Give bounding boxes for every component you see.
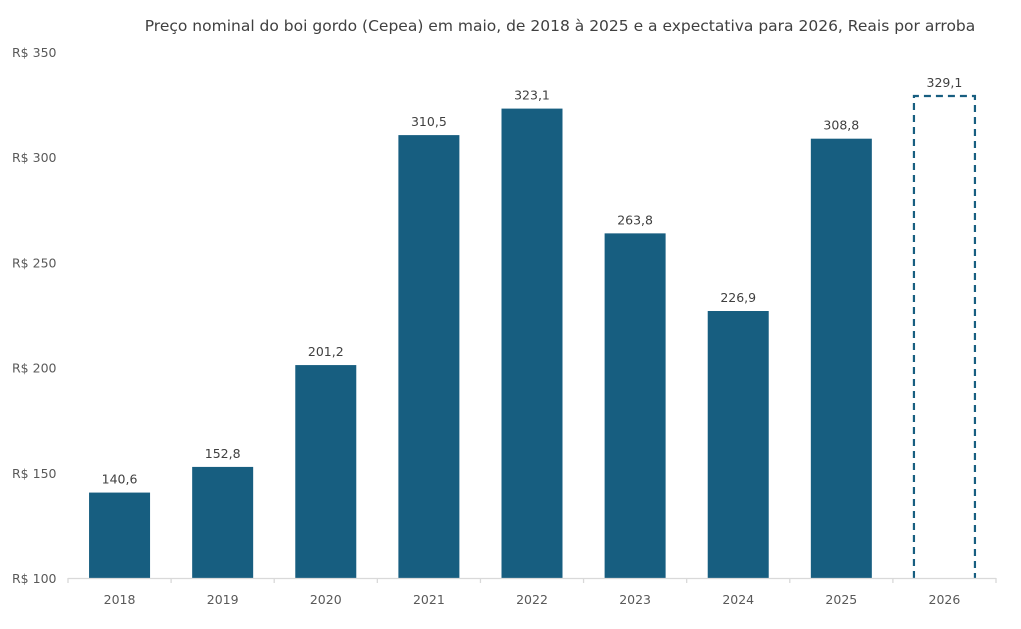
x-tick-label: 2022 (516, 592, 548, 607)
y-tick-label: R$ 200 (12, 361, 57, 376)
bar (89, 492, 151, 578)
x-tick-label: 2026 (929, 592, 961, 607)
data-label: 226,9 (720, 290, 756, 305)
bar-forecast (912, 94, 977, 578)
x-tick-label: 2025 (825, 592, 857, 607)
y-tick-label: R$ 250 (12, 255, 57, 270)
x-tick-label: 2021 (413, 592, 445, 607)
x-axis: 2018 2019 2020 2021 2022 2023 2024 2025 2026 (67, 577, 997, 607)
data-label: 329,1 (927, 75, 963, 90)
x-tick-label: 2020 (310, 592, 342, 607)
y-tick-label: R$ 150 (12, 466, 57, 481)
bar (295, 365, 357, 578)
x-tick-label: 2019 (207, 592, 239, 607)
bar (707, 311, 769, 578)
y-tick-label: R$ 100 (12, 571, 57, 586)
bar (604, 233, 666, 578)
bar (501, 108, 563, 579)
bar (398, 135, 460, 578)
data-label: 310,5 (411, 114, 447, 129)
bar (810, 138, 872, 578)
data-label: 152,8 (205, 446, 241, 461)
data-label: 140,6 (102, 472, 138, 487)
x-tick-label: 2023 (619, 592, 651, 607)
data-label: 323,1 (514, 88, 550, 103)
x-tick-label: 2018 (104, 592, 136, 607)
y-tick-label: R$ 350 (12, 45, 57, 60)
x-tick-label: 2024 (722, 592, 754, 607)
data-labels: 140,6 152,8 201,2 310,5 323,1 263,8 226,9 308,8… (102, 75, 963, 487)
bar (192, 466, 254, 578)
chart-title: Preço nominal do boi gordo (Cepea) em ma… (145, 17, 976, 35)
y-axis: R$ 100 R$ 150 R$ 200 R$ 250 R$ 300 R$ 350 (12, 45, 57, 586)
data-label: 263,8 (617, 212, 653, 227)
data-label: 308,8 (823, 118, 859, 133)
y-tick-label: R$ 300 (12, 150, 57, 165)
data-label: 201,2 (308, 344, 344, 359)
bars (89, 94, 977, 579)
